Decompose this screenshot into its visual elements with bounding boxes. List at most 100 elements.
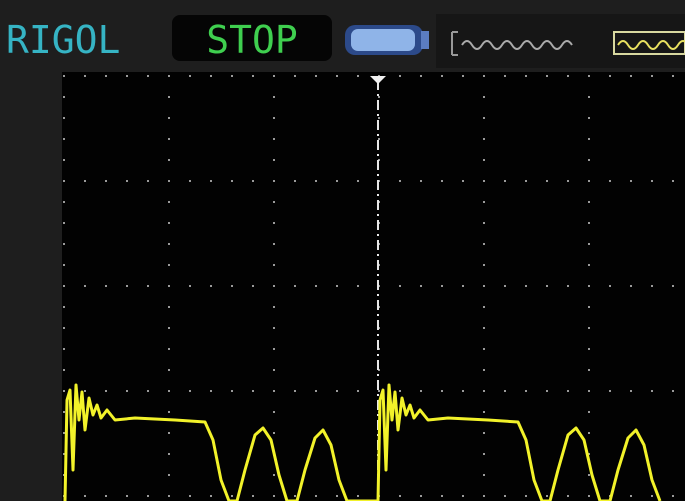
grid-dot xyxy=(420,75,422,77)
grid-dot xyxy=(441,495,443,497)
grid-dot xyxy=(147,75,149,77)
grid-dot xyxy=(231,285,233,287)
grid-dot xyxy=(273,159,275,161)
grid-dot xyxy=(315,495,317,497)
grid-dot xyxy=(63,348,65,350)
grid-dot xyxy=(672,495,674,497)
grid-dot xyxy=(672,75,674,77)
grid-dot xyxy=(273,222,275,224)
grid-dot xyxy=(231,75,233,77)
grid-dot xyxy=(588,201,590,203)
grid-dot xyxy=(189,180,191,182)
grid-dot xyxy=(357,180,359,182)
grid-dot xyxy=(588,453,590,455)
grid-dot xyxy=(273,201,275,203)
grid-dot xyxy=(525,180,527,182)
grid-dot xyxy=(336,180,338,182)
grid-dot xyxy=(588,327,590,329)
grid-dot xyxy=(483,285,485,287)
grid-dot xyxy=(336,75,338,77)
grid-dot xyxy=(588,474,590,476)
grid-dot xyxy=(126,180,128,182)
grid-dot xyxy=(420,390,422,392)
grid-dot xyxy=(504,495,506,497)
grid-dot xyxy=(588,390,590,392)
grid-dot xyxy=(168,222,170,224)
grid-dot xyxy=(273,390,275,392)
grid-dot xyxy=(273,180,275,182)
grid-dot xyxy=(378,96,380,98)
grid-dot xyxy=(168,243,170,245)
grid-dot xyxy=(105,75,107,77)
grid-dot xyxy=(630,180,632,182)
grid-dot xyxy=(504,75,506,77)
grid-dot xyxy=(588,117,590,119)
grid-dot xyxy=(126,495,128,497)
grid-dot xyxy=(105,495,107,497)
grid-dot xyxy=(252,390,254,392)
grid-dot xyxy=(168,264,170,266)
grid-dot xyxy=(588,180,590,182)
grid-dot xyxy=(588,306,590,308)
grid-dot xyxy=(210,180,212,182)
status-label: STOP xyxy=(206,18,298,62)
grid-dot xyxy=(273,306,275,308)
grid-dot xyxy=(483,180,485,182)
brand-label: RIGOL xyxy=(6,18,120,62)
grid-dot xyxy=(252,285,254,287)
grid-dot xyxy=(63,96,65,98)
grid-dot xyxy=(294,180,296,182)
grid-dot xyxy=(168,369,170,371)
grid-dot xyxy=(84,75,86,77)
waveform xyxy=(63,383,662,501)
grid-dot xyxy=(483,495,485,497)
grid-dot xyxy=(294,495,296,497)
grid-dot xyxy=(525,285,527,287)
grid-dot xyxy=(273,369,275,371)
grid-dot xyxy=(651,285,653,287)
grid-dot xyxy=(168,96,170,98)
grid-dot xyxy=(273,75,275,77)
grid-dot xyxy=(231,180,233,182)
trigger-marker xyxy=(370,76,386,84)
grid-dot xyxy=(420,180,422,182)
grid-dot xyxy=(168,453,170,455)
grid-dot xyxy=(168,201,170,203)
grid-dot xyxy=(63,306,65,308)
grid-dot xyxy=(588,75,590,77)
grid-dot xyxy=(588,222,590,224)
grid-dot xyxy=(294,285,296,287)
grid-dot xyxy=(273,285,275,287)
grid-dot xyxy=(189,285,191,287)
grid-dot xyxy=(273,495,275,497)
grid-dot xyxy=(672,180,674,182)
grid-dot xyxy=(63,243,65,245)
grid-dot xyxy=(63,369,65,371)
grid-dot xyxy=(651,495,653,497)
grid-dot xyxy=(126,75,128,77)
grid-dot xyxy=(630,285,632,287)
grid-dot xyxy=(252,180,254,182)
grid-dot xyxy=(273,327,275,329)
grid-dot xyxy=(168,138,170,140)
grid-dot xyxy=(378,390,380,392)
grid-dot xyxy=(483,306,485,308)
grid-dot xyxy=(483,117,485,119)
grid-dot xyxy=(483,453,485,455)
grid-dot xyxy=(462,75,464,77)
grid-dot xyxy=(168,495,170,497)
grid-dot xyxy=(63,201,65,203)
grid-dot xyxy=(504,390,506,392)
grid-dot xyxy=(273,138,275,140)
grid-dot xyxy=(462,390,464,392)
grid-dot xyxy=(546,285,548,287)
grid-dot xyxy=(588,348,590,350)
grid-dot xyxy=(273,474,275,476)
grid-dot xyxy=(651,180,653,182)
grid-dot xyxy=(462,495,464,497)
grid-dot xyxy=(525,75,527,77)
grid-dot xyxy=(546,390,548,392)
grid-dot xyxy=(483,432,485,434)
grid-dot xyxy=(63,264,65,266)
memory-icon xyxy=(345,25,429,55)
